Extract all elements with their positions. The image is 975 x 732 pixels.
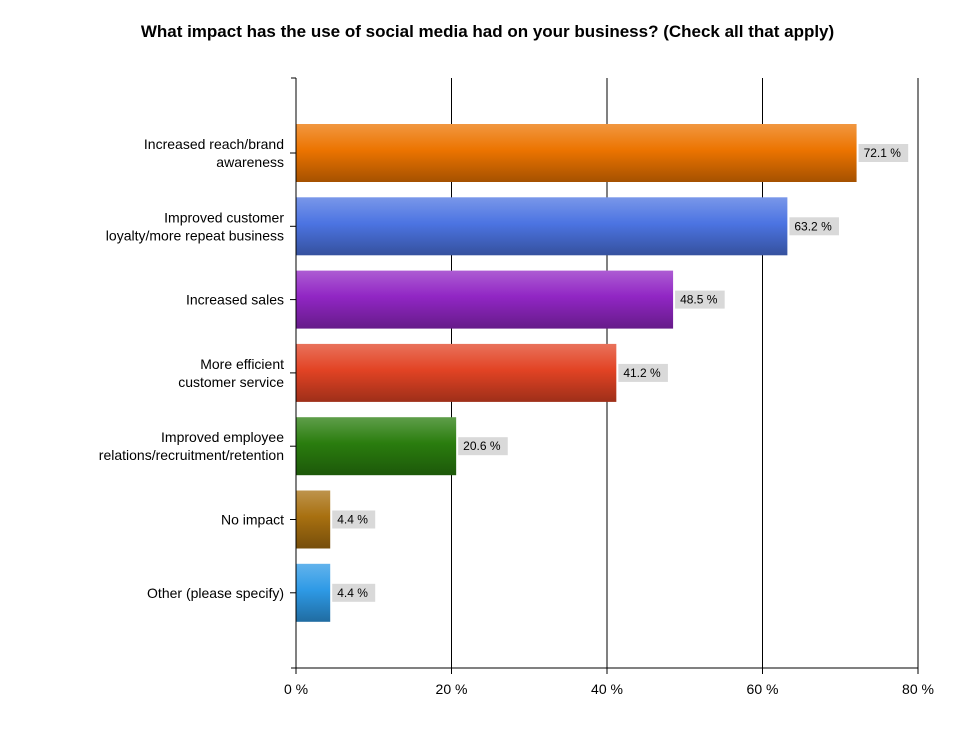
x-tick-label: 20 % — [436, 681, 468, 697]
value-label-box — [858, 144, 909, 162]
x-tick-label: 0 % — [284, 681, 308, 697]
chart-title: What impact has the use of social media … — [140, 22, 835, 41]
bar-5 — [296, 490, 331, 549]
value-label: 4.4 % — [337, 513, 368, 527]
category-label: Improved employee relations/recruitment/r… — [99, 429, 284, 463]
bar-2 — [296, 270, 674, 329]
x-tick-label: 40 % — [591, 681, 623, 697]
bar-3 — [296, 343, 617, 402]
x-tick-label: 80 % — [902, 681, 934, 697]
bar-0 — [296, 124, 857, 182]
category-label: More efficient customer service — [178, 356, 284, 390]
value-label-box — [789, 217, 839, 236]
value-label-box — [332, 510, 376, 529]
value-label-box — [618, 363, 668, 382]
category-label-line: Improved customer — [164, 209, 284, 225]
category-label-line: awareness — [216, 154, 284, 170]
value-label: 48.5 % — [680, 293, 718, 307]
x-tick-label: 60 % — [747, 681, 779, 697]
category-label-line: More efficient — [200, 356, 284, 372]
bar-1 — [296, 197, 788, 256]
category-label: Other (please specify) — [147, 585, 284, 601]
category-label: Increased sales — [186, 292, 284, 308]
category-label-line: No impact — [221, 512, 284, 528]
value-label-box — [332, 583, 376, 602]
category-label-line: Other (please specify) — [147, 585, 284, 601]
category-label: Improved customer loyalty/more repeat bus… — [106, 209, 285, 243]
bar-4 — [296, 417, 457, 476]
value-label-box — [675, 290, 725, 309]
category-label-line: customer service — [178, 374, 284, 390]
category-label-line: loyalty/more repeat business — [106, 227, 284, 243]
bar-layer — [296, 124, 857, 622]
value-label: 63.2 % — [794, 219, 832, 233]
category-label-line: Improved employee — [161, 429, 284, 445]
value-label: 4.4 % — [337, 586, 368, 600]
label-layer: 0 % 20 % 40 % 60 % 80 % 72.1 % Increased reach… — [99, 136, 934, 697]
category-label-line: Increased reach/brand — [144, 136, 284, 152]
value-label: 41.2 % — [623, 366, 661, 380]
value-label-box — [458, 437, 508, 456]
value-label: 72.1 % — [864, 146, 902, 160]
axis-layer — [290, 77, 919, 674]
category-label-line: relations/recruitment/retention — [99, 447, 284, 463]
value-label: 20.6 % — [463, 439, 501, 453]
bar-6 — [296, 563, 331, 622]
category-label: No impact — [221, 512, 284, 528]
category-label: Increased reach/brand awareness — [144, 136, 284, 170]
category-label-line: Increased sales — [186, 292, 284, 308]
